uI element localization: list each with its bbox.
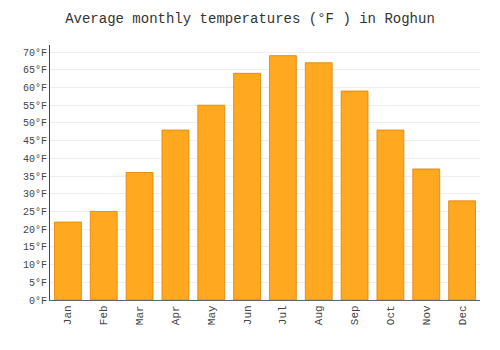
svg-text:50°F: 50°F bbox=[23, 118, 47, 129]
svg-text:70°F: 70°F bbox=[23, 48, 47, 59]
svg-text:5°F: 5°F bbox=[29, 278, 47, 289]
svg-text:Aug: Aug bbox=[313, 305, 325, 325]
svg-text:Sep: Sep bbox=[349, 305, 361, 325]
svg-text:Jan: Jan bbox=[62, 305, 74, 325]
svg-text:45°F: 45°F bbox=[23, 136, 47, 147]
svg-text:60°F: 60°F bbox=[23, 83, 47, 94]
svg-text:15°F: 15°F bbox=[23, 242, 47, 253]
svg-text:35°F: 35°F bbox=[23, 172, 47, 183]
svg-text:Jul: Jul bbox=[277, 305, 289, 325]
svg-text:0°F: 0°F bbox=[29, 296, 47, 307]
svg-text:10°F: 10°F bbox=[23, 260, 47, 271]
svg-text:40°F: 40°F bbox=[23, 154, 47, 165]
svg-text:Feb: Feb bbox=[98, 305, 110, 325]
svg-text:25°F: 25°F bbox=[23, 207, 47, 218]
svg-text:Nov: Nov bbox=[421, 305, 433, 325]
svg-text:Average monthly temperatures (: Average monthly temperatures (°F ) in Ro… bbox=[65, 11, 435, 27]
svg-text:Oct: Oct bbox=[385, 305, 397, 325]
svg-text:Mar: Mar bbox=[134, 305, 146, 325]
svg-text:Jun: Jun bbox=[242, 305, 254, 325]
svg-text:20°F: 20°F bbox=[23, 225, 47, 236]
svg-text:55°F: 55°F bbox=[23, 101, 47, 112]
svg-text:May: May bbox=[206, 305, 218, 325]
svg-text:65°F: 65°F bbox=[23, 65, 47, 76]
svg-text:Dec: Dec bbox=[457, 305, 469, 325]
svg-text:Apr: Apr bbox=[170, 305, 182, 325]
svg-text:30°F: 30°F bbox=[23, 189, 47, 200]
